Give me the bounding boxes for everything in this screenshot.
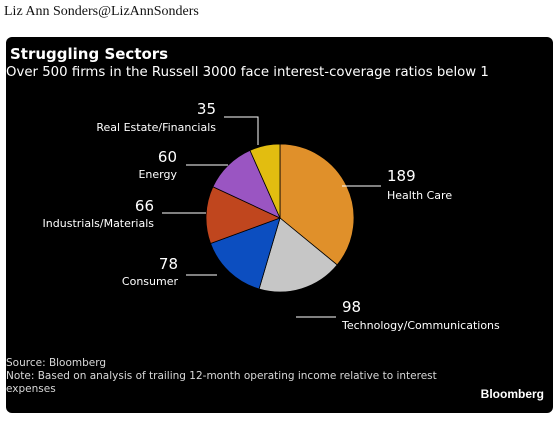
tweet-author[interactable]: Liz Ann Sonders@LizAnnSonders xyxy=(4,4,199,19)
leader-line-real-estate-financials xyxy=(224,116,259,145)
category-label-health-care: Health Care xyxy=(387,189,452,202)
chart-card: Struggling Sectors Over 500 firms in the… xyxy=(6,37,553,413)
bloomberg-logo: Bloomberg xyxy=(480,387,544,401)
pie-slice-industrials-materials xyxy=(205,186,282,245)
data-label-energy: 60 xyxy=(158,148,177,166)
category-label-technology-communications: Technology/Communications xyxy=(341,319,500,332)
chart-subtitle: Over 500 firms in the Russell 3000 face … xyxy=(6,65,489,80)
source-note: Source: Bloomberg xyxy=(6,357,107,369)
data-label-health-care: 189 xyxy=(387,167,416,185)
category-label-real-estate-financials: Real Estate/Financials xyxy=(96,121,216,134)
pie-slice-consumer xyxy=(210,217,281,290)
data-label-consumer: 78 xyxy=(159,255,178,273)
category-label-consumer: Consumer xyxy=(122,275,179,288)
data-label-industrials-materials: 66 xyxy=(135,197,154,215)
category-label-energy: Energy xyxy=(138,168,177,181)
chart-footer: Source: Bloomberg Note: Based on analysi… xyxy=(6,357,466,396)
category-label-industrials-materials: Industrials/Materials xyxy=(43,217,155,230)
chart-title: Struggling Sectors xyxy=(10,45,169,63)
data-label-technology-communications: 98 xyxy=(342,298,361,316)
data-label-real-estate-financials: 35 xyxy=(197,100,216,118)
methodology-note: Note: Based on analysis of trailing 12-m… xyxy=(6,370,437,382)
pie-chart: 189 Health Care 98 Technology/Communication… xyxy=(43,100,500,332)
pie-slice-technology-communications xyxy=(258,217,338,293)
methodology-note-cont: expenses xyxy=(6,383,56,395)
pie-slice-real-estate-financials xyxy=(249,143,281,219)
